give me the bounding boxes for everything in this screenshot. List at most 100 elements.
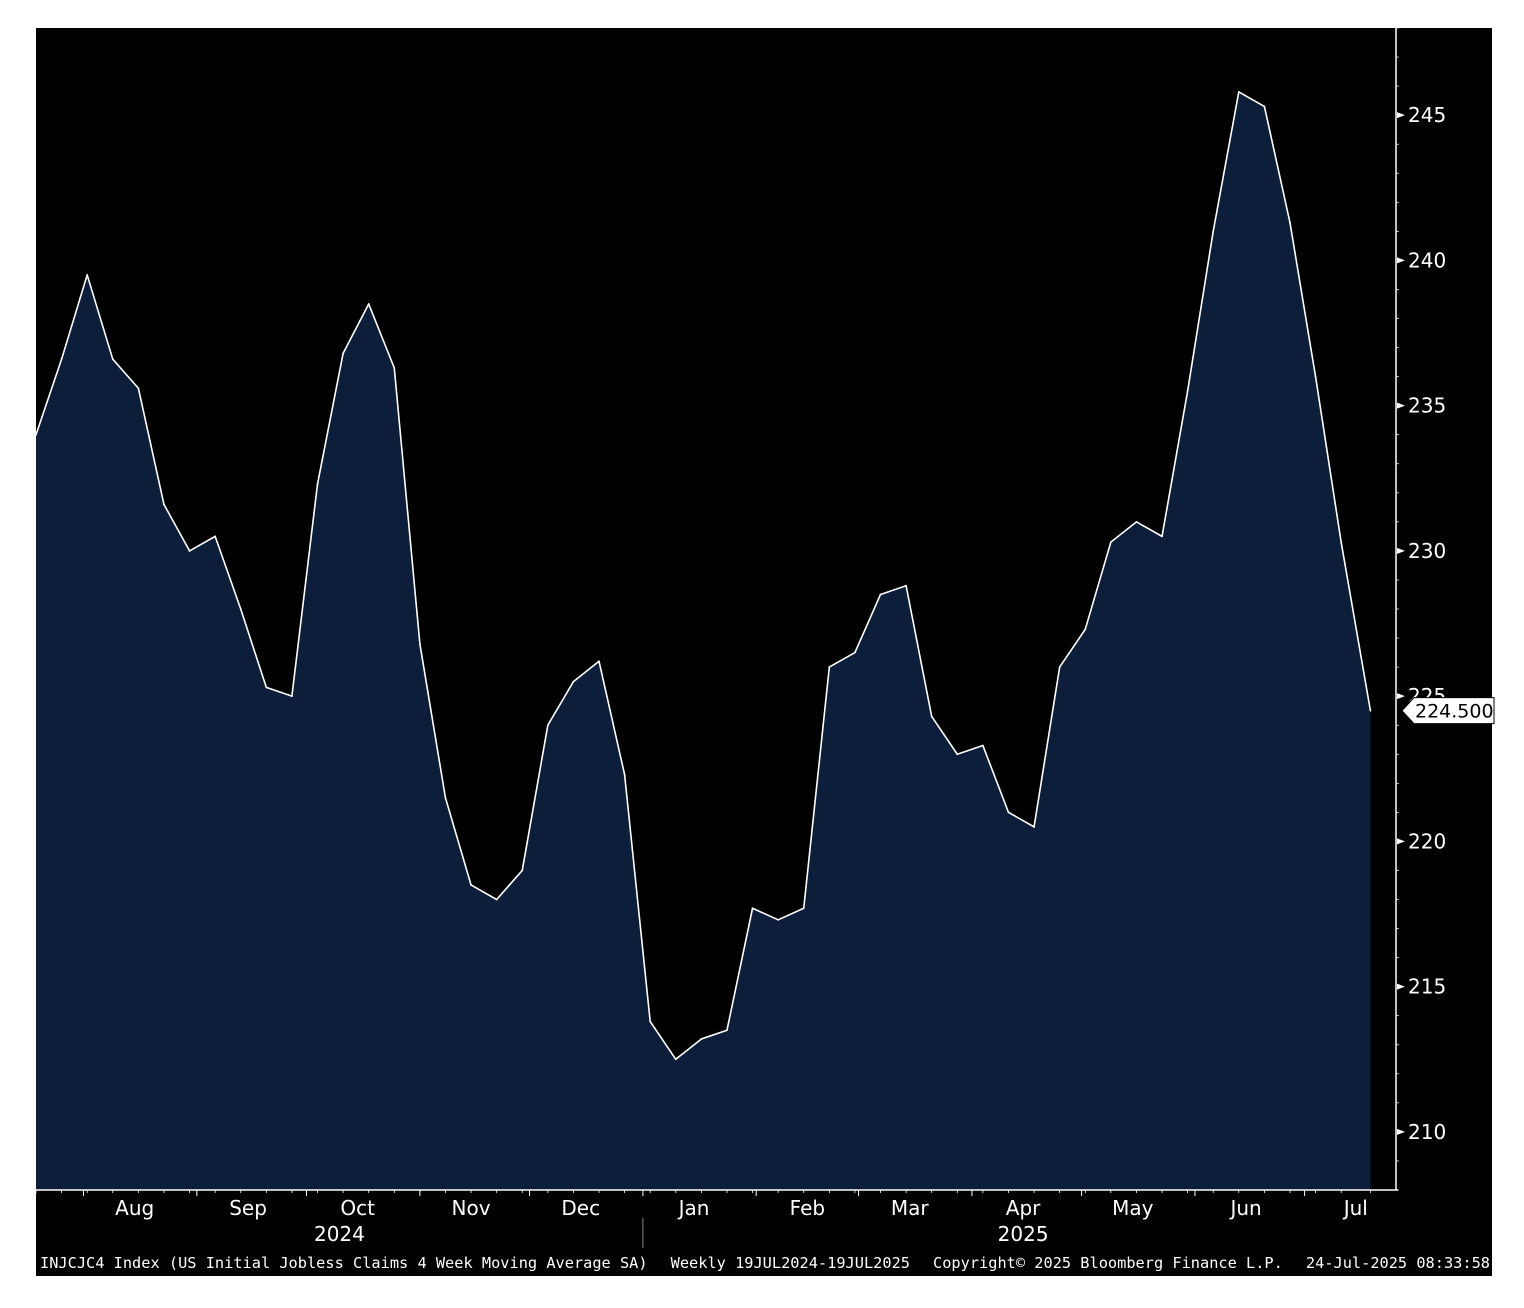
footer-timestamp: 24-Jul-2025 08:33:58 bbox=[1306, 1254, 1490, 1272]
series-line-segment bbox=[60, 274, 88, 360]
series-point bbox=[419, 643, 421, 645]
series-point bbox=[649, 1020, 651, 1023]
series-line-segment bbox=[1058, 628, 1087, 668]
y-axis-tick bbox=[1397, 257, 1405, 264]
series-line-segment bbox=[726, 907, 754, 1032]
series-point bbox=[879, 593, 882, 596]
series-line-segment bbox=[1186, 230, 1214, 392]
series-point bbox=[239, 608, 242, 610]
series-point bbox=[35, 433, 37, 436]
series-point bbox=[86, 274, 88, 276]
series-line-segment bbox=[930, 715, 959, 756]
series-point bbox=[802, 907, 805, 910]
series-point bbox=[342, 352, 344, 355]
y-axis-tick bbox=[1397, 402, 1405, 409]
series-line-segment bbox=[86, 274, 114, 360]
series-point bbox=[137, 387, 140, 390]
series-line-segment bbox=[444, 797, 472, 886]
series-line-segment bbox=[572, 660, 600, 683]
x-axis-month-labels: Aug Sep Oct Nov Dec Jan Feb Mar Apr May Jun Jul bbox=[115, 1196, 1368, 1220]
series-line-segment bbox=[854, 593, 882, 654]
series-line-segment bbox=[1135, 521, 1163, 538]
series-point bbox=[828, 666, 831, 668]
series-line-segment bbox=[1289, 221, 1317, 378]
series-points bbox=[35, 91, 1372, 1061]
series-point bbox=[700, 1038, 703, 1040]
series-point bbox=[1007, 811, 1010, 814]
series-point bbox=[1263, 105, 1266, 108]
series-point bbox=[111, 358, 114, 360]
series-point bbox=[444, 797, 447, 799]
series-point bbox=[367, 303, 370, 305]
footer-copyright: Copyright© 2025 Bloomberg Finance L.P. bbox=[933, 1254, 1283, 1272]
series-line-segments bbox=[35, 91, 1372, 1061]
last-value-tag bbox=[1401, 697, 1495, 725]
series-point bbox=[572, 680, 575, 683]
series-line-segment bbox=[547, 680, 575, 727]
x-axis-label: Jan bbox=[677, 1196, 710, 1220]
x-axis-label: Jul bbox=[1342, 1196, 1368, 1220]
series-line-segment bbox=[1238, 91, 1266, 108]
series-point bbox=[188, 550, 191, 552]
series-line-segment bbox=[265, 686, 293, 697]
series-point bbox=[1314, 375, 1317, 378]
series-line-segment bbox=[35, 358, 63, 436]
series-point bbox=[316, 483, 319, 485]
series-point bbox=[1135, 521, 1138, 523]
y-axis-tick bbox=[1397, 112, 1405, 119]
series-point bbox=[1186, 390, 1189, 392]
series-line-segment bbox=[188, 535, 216, 552]
series-line-segment bbox=[623, 773, 651, 1023]
series-line-segment bbox=[674, 1038, 703, 1061]
series-area-fill bbox=[36, 91, 1371, 1190]
series-point bbox=[956, 753, 959, 756]
y-axis-label: 240 bbox=[1408, 248, 1446, 272]
y-axis-label: 215 bbox=[1408, 975, 1446, 999]
y-axis-tick bbox=[1397, 838, 1405, 845]
series-point bbox=[1033, 826, 1035, 828]
series-point bbox=[905, 584, 907, 587]
series-line-segment bbox=[111, 358, 140, 390]
series-line-segment bbox=[598, 660, 626, 776]
series-line-segment bbox=[1314, 375, 1342, 543]
series-point bbox=[60, 358, 63, 360]
series-line-segment bbox=[905, 584, 933, 718]
y-axis-tick bbox=[1397, 693, 1405, 700]
series-point bbox=[854, 651, 856, 654]
series-line-segment bbox=[751, 907, 779, 921]
series-line-segment bbox=[777, 907, 805, 921]
x-axis-label: Nov bbox=[452, 1196, 491, 1220]
series-line-segment bbox=[956, 744, 984, 756]
y-axis-tick bbox=[1397, 1128, 1405, 1135]
y-axis-label: 245 bbox=[1408, 103, 1446, 127]
series-point bbox=[623, 773, 626, 776]
series-line-segment bbox=[1263, 105, 1291, 224]
x-axis-label: Mar bbox=[891, 1196, 930, 1220]
x-axis-label: Sep bbox=[229, 1196, 267, 1220]
series-point bbox=[982, 744, 984, 747]
y-axis-tick bbox=[1397, 983, 1405, 990]
x-axis-year-labels: 2024 2025 bbox=[314, 1222, 1049, 1246]
series-line-segment bbox=[1033, 666, 1061, 828]
series-line-segment bbox=[1007, 811, 1035, 828]
series-point bbox=[495, 898, 498, 901]
x-axis-year-label: 2024 bbox=[314, 1222, 365, 1246]
x-axis-year-label: 2025 bbox=[998, 1222, 1049, 1246]
series-point bbox=[163, 503, 165, 506]
series-line-segment bbox=[1340, 541, 1372, 712]
series-line-segment bbox=[214, 535, 242, 610]
series-line-segment bbox=[802, 666, 831, 910]
series-line-segment bbox=[163, 503, 191, 552]
series-point bbox=[598, 660, 600, 663]
series-point bbox=[1084, 628, 1087, 631]
footer-frequency-range: Weekly 19JUL2024-19JUL2025 bbox=[671, 1254, 910, 1272]
series-line-segment bbox=[828, 651, 856, 668]
x-axis-label: Dec bbox=[561, 1196, 600, 1220]
series-line-segment bbox=[239, 608, 268, 689]
y-axis-label: 210 bbox=[1408, 1120, 1446, 1144]
series-line-segment bbox=[1161, 390, 1189, 538]
series-line-segment bbox=[1110, 521, 1138, 543]
series-line-segment bbox=[1084, 541, 1112, 631]
